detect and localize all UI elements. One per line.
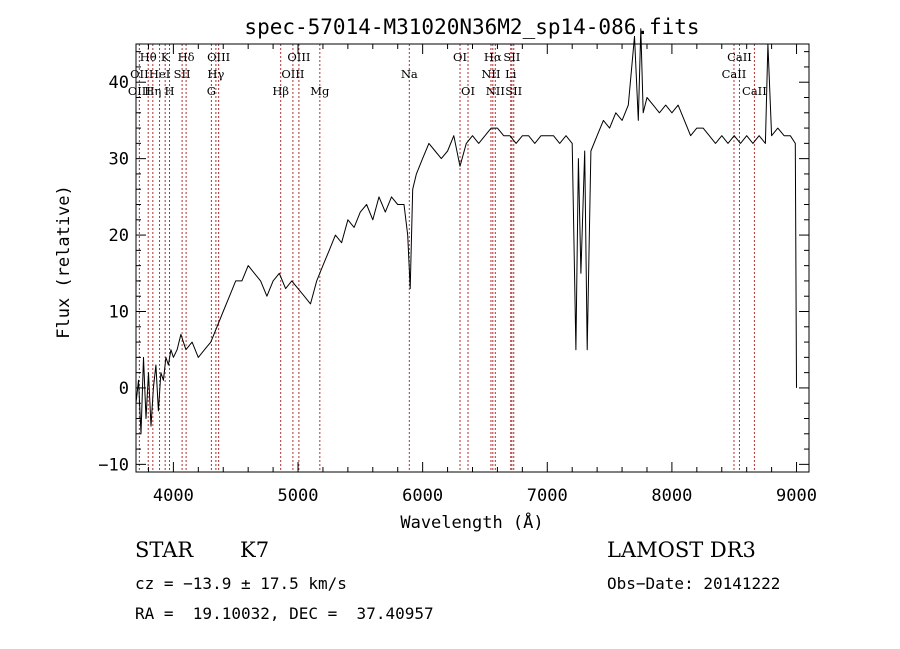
- line-label: OI: [453, 50, 467, 64]
- line-label: Hδ: [178, 50, 195, 64]
- line-label: Na: [401, 67, 418, 81]
- survey-name: LAMOST DR3: [607, 538, 756, 562]
- plot-frame: [135, 43, 810, 473]
- line-label: OIII: [207, 50, 230, 64]
- y-axis-label: Flux (relative): [54, 185, 74, 339]
- y-tick-label: 40: [109, 73, 129, 93]
- object-class: STAR: [135, 538, 194, 562]
- line-label: Hγ: [207, 67, 224, 81]
- object-subclass: K7: [240, 538, 270, 562]
- ra-dec: RA = 19.10032, DEC = 37.40957: [135, 604, 434, 623]
- x-axis-label: Wavelength (Å): [400, 511, 543, 533]
- line-label: Li: [505, 67, 517, 81]
- x-tick-label: 8000: [651, 486, 692, 506]
- line-label: Hθ: [140, 50, 157, 64]
- x-tick-label: 4000: [153, 486, 194, 506]
- line-label: K: [161, 50, 170, 64]
- line-label: Hβ: [272, 84, 289, 98]
- emission-line-labels: Hθ OII OIII K HeI SII Hη H Hδ OIII Hγ G OIII OIII Hβ Mg…: [128, 50, 767, 98]
- spectrum-series: [135, 28, 797, 435]
- x-tick-label: 9000: [776, 486, 817, 506]
- line-label: Hα: [484, 50, 502, 64]
- line-label: HeI: [149, 67, 170, 81]
- x-axis: 4000 5000 6000 7000 8000 9000: [147, 44, 817, 506]
- line-label: OIII: [128, 84, 151, 98]
- line-label: OII: [130, 67, 149, 81]
- line-label: OIII: [287, 50, 310, 64]
- line-label: Hη: [144, 84, 161, 98]
- line-label: SII: [174, 67, 191, 81]
- x-tick-label: 6000: [402, 486, 443, 506]
- line-label: CaII: [742, 84, 767, 98]
- line-label: SII: [505, 84, 522, 98]
- line-label: SII: [503, 50, 520, 64]
- emission-line-markers: [138, 44, 755, 472]
- x-tick-label: 7000: [527, 486, 568, 506]
- line-label: NII: [481, 67, 500, 81]
- y-tick-label: 30: [109, 150, 129, 170]
- line-label: Mg: [310, 84, 330, 98]
- y-tick-label: −10: [98, 455, 129, 475]
- line-label: OIII: [281, 67, 304, 81]
- line-label: H: [165, 84, 175, 98]
- line-label: CaII: [722, 67, 747, 81]
- obs-date: Obs−Date: 20141222: [607, 574, 781, 593]
- line-label: NII: [486, 84, 505, 98]
- x-tick-label: 5000: [278, 486, 319, 506]
- y-tick-label: 20: [109, 226, 129, 246]
- chart-title: spec-57014-M31020N36M2_sp14-086.fits: [244, 15, 699, 39]
- line-label: CaII: [727, 50, 752, 64]
- y-axis: −10 0 10 20 30 40: [98, 51, 809, 475]
- line-label: OI: [461, 84, 475, 98]
- spectrum-line: [135, 28, 797, 435]
- line-label: G: [207, 84, 216, 98]
- y-tick-label: 0: [119, 379, 129, 399]
- redshift-cz: cz = −13.9 ± 17.5 km/s: [135, 574, 347, 593]
- y-tick-label: 10: [109, 303, 129, 323]
